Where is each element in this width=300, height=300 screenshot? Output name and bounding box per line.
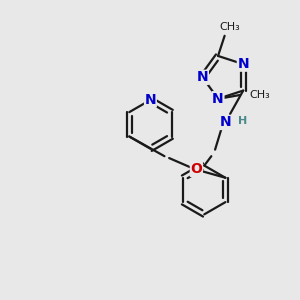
Text: N: N [145,93,156,107]
Text: N: N [212,92,224,106]
Text: N: N [220,116,231,129]
Text: N: N [237,57,249,71]
Text: CH₃: CH₃ [250,90,270,100]
Text: CH₃: CH₃ [219,22,240,32]
Text: N: N [197,70,208,84]
Text: O: O [190,162,202,176]
Text: H: H [238,116,247,126]
